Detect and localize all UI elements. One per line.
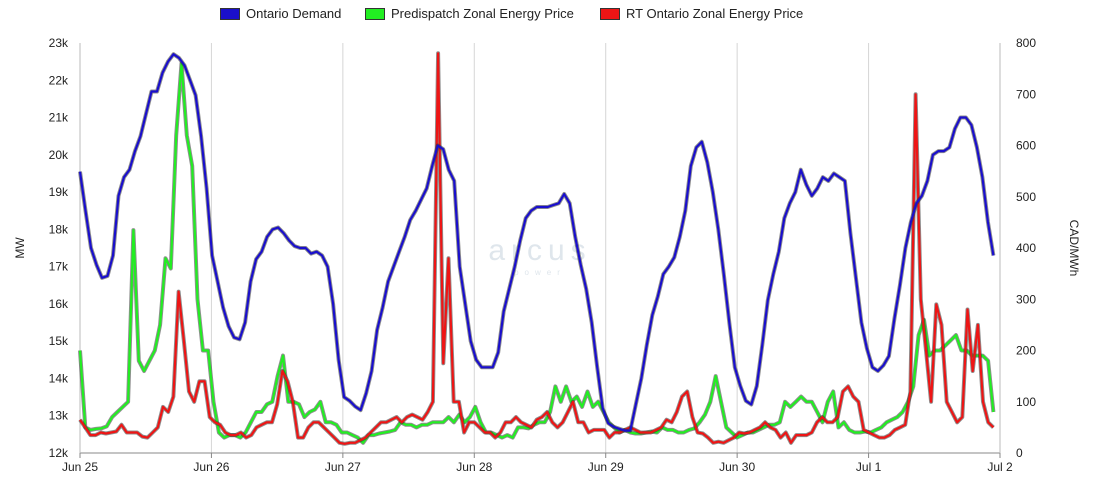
y-tick-label: 17k — [49, 260, 69, 274]
y-tick-label: 15k — [49, 334, 69, 348]
watermark-subtext: power — [514, 268, 566, 277]
y-tick-label: 19k — [49, 185, 69, 199]
watermark-text: arcus — [488, 234, 591, 267]
y-tick-label: 18k — [49, 222, 69, 236]
series-line-rt-ontario-zonal-energy-price — [79, 52, 995, 445]
x-tick-label: Jul 2 — [987, 460, 1013, 474]
legend-item-demand[interactable]: Ontario Demand — [220, 6, 341, 21]
y-tick-label: 20k — [49, 148, 69, 162]
x-tick-label: Jun 30 — [719, 460, 755, 474]
legend-swatch-demand — [220, 7, 240, 20]
y2-tick-label: 500 — [1016, 190, 1036, 204]
legend: Ontario Demand Predispatch Zonal Energy … — [0, 6, 1100, 26]
series-line-ontario-demand — [78, 53, 995, 432]
legend-swatch-rt — [600, 7, 620, 20]
legend-item-rt[interactable]: RT Ontario Zonal Energy Price — [600, 6, 803, 21]
x-tick-label: Jun 26 — [193, 460, 229, 474]
y2-tick-label: 100 — [1016, 395, 1036, 409]
legend-label-demand: Ontario Demand — [246, 6, 342, 21]
y-tick-label: 13k — [49, 409, 69, 423]
y2-tick-label: 400 — [1016, 241, 1036, 255]
y-tick-label: 14k — [49, 371, 69, 385]
x-tick-label: Jun 28 — [456, 460, 492, 474]
y2-tick-label: 700 — [1016, 87, 1036, 101]
y-tick-label: 12k — [49, 446, 69, 460]
legend-item-predispatch[interactable]: Predispatch Zonal Energy Price — [365, 6, 574, 21]
legend-label-rt: RT Ontario Zonal Energy Price — [626, 6, 804, 21]
y-tick-label: 16k — [49, 297, 69, 311]
y2-tick-label: 600 — [1016, 139, 1036, 153]
y2-tick-label: 300 — [1016, 292, 1036, 306]
y2-tick-label: 800 — [1016, 36, 1036, 50]
legend-label-predispatch: Predispatch Zonal Energy Price — [391, 6, 574, 21]
y2-axis-title: CAD/MWh — [1067, 220, 1081, 277]
y-tick-label: 22k — [49, 73, 69, 87]
x-tick-label: Jun 27 — [325, 460, 361, 474]
y-tick-label: 21k — [49, 111, 69, 125]
y2-tick-label: 200 — [1016, 344, 1036, 358]
y2-tick-label: 0 — [1016, 446, 1023, 460]
watermark-logo: arcus power — [488, 234, 591, 277]
x-tick-label: Jul 1 — [856, 460, 882, 474]
x-tick-label: Jun 29 — [588, 460, 624, 474]
series-group — [78, 51, 996, 446]
axes: Jun 25 Jun 26 Jun 27 Jun 28 Jun 29 Jun 30 Jul … — [49, 36, 1037, 474]
legend-swatch-predispatch — [365, 7, 385, 20]
x-tick-label: Jun 25 — [62, 460, 98, 474]
y-tick-label: 23k — [49, 36, 69, 50]
y-axis-title: MW — [13, 237, 27, 259]
